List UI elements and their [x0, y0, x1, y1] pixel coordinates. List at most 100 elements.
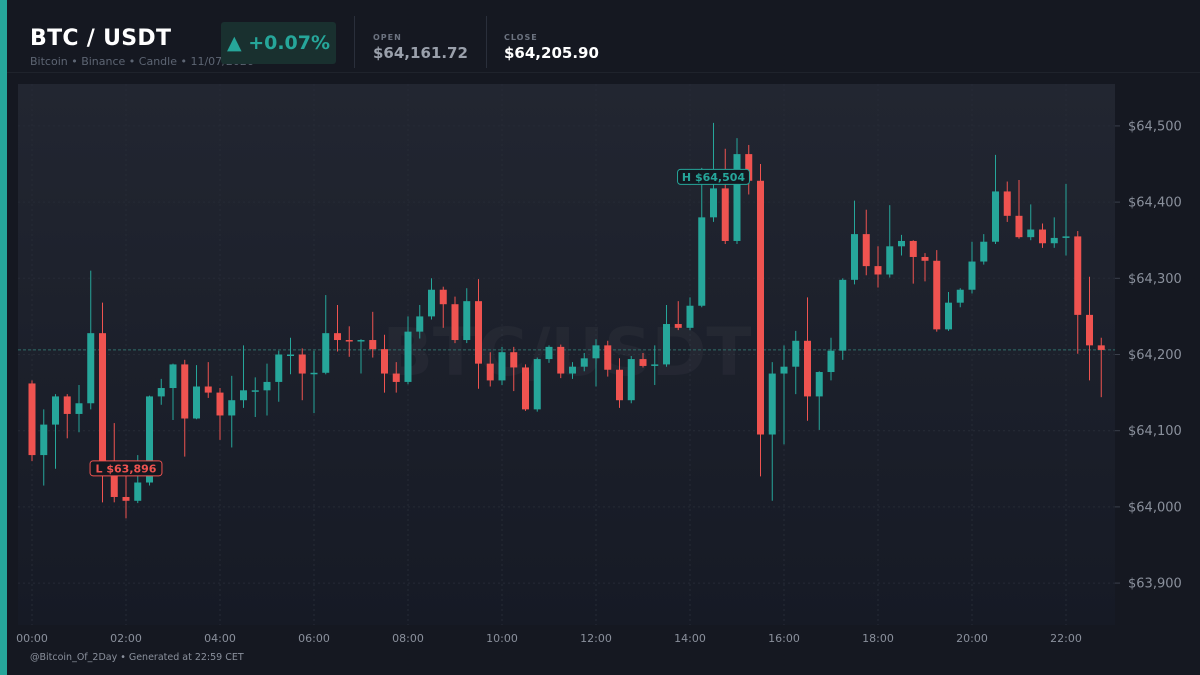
candle-body	[545, 346, 553, 360]
low-marker: L $63,896	[89, 460, 163, 477]
candle	[75, 384, 83, 433]
candle	[780, 345, 788, 445]
candle	[381, 334, 388, 393]
x-tick-label: 20:00	[956, 632, 988, 645]
candle-body	[251, 390, 259, 392]
y-tick-label: $63,900	[1128, 577, 1182, 592]
candle	[263, 363, 271, 416]
low-marker-text: L $63,896	[96, 462, 157, 475]
candle-body	[1074, 236, 1082, 315]
candle	[240, 345, 247, 408]
candle-body	[768, 373, 776, 435]
candle	[181, 359, 189, 457]
candle-body	[193, 386, 200, 419]
candle-body	[204, 386, 212, 393]
candle	[463, 288, 471, 344]
candle-body	[381, 349, 388, 374]
candle	[651, 345, 659, 385]
x-tick-label: 14:00	[674, 632, 706, 645]
candle	[862, 209, 870, 276]
y-tick-label: $64,100	[1128, 424, 1182, 439]
candle	[287, 337, 294, 375]
candle	[886, 205, 894, 278]
candle-body	[698, 217, 706, 306]
candle	[533, 357, 541, 412]
candle-body	[322, 333, 330, 373]
candle	[87, 270, 95, 410]
candle	[792, 330, 800, 395]
candle-body	[157, 388, 165, 397]
candle-body	[909, 240, 917, 257]
candle	[757, 164, 764, 477]
candle-body	[874, 266, 882, 275]
candle-body	[862, 234, 870, 267]
candle	[686, 297, 694, 331]
candle	[616, 358, 623, 408]
candle	[451, 296, 459, 344]
y-tick-label: $64,500	[1128, 119, 1182, 134]
candle	[369, 311, 377, 358]
candle	[169, 363, 177, 421]
candle-body	[110, 461, 118, 497]
candle	[486, 352, 494, 387]
candle	[1039, 223, 1046, 248]
candle-body	[1015, 215, 1023, 238]
candle-body	[745, 154, 753, 181]
candle-body	[580, 358, 588, 367]
candle	[1086, 276, 1093, 381]
high-marker-box	[677, 168, 750, 185]
header-divider	[486, 16, 487, 68]
candle	[52, 394, 59, 469]
candle	[404, 316, 412, 385]
candle	[251, 377, 259, 417]
candle	[157, 378, 165, 405]
candle-body	[592, 345, 600, 359]
header-rule	[7, 72, 1200, 73]
candle-body	[404, 331, 412, 382]
candle-body	[1086, 314, 1093, 346]
candle-body	[463, 301, 471, 341]
candle	[334, 304, 341, 352]
candle-body	[287, 354, 294, 356]
candle	[275, 350, 283, 402]
candle	[428, 278, 435, 320]
candle	[827, 337, 835, 381]
candle	[122, 468, 130, 519]
candle	[557, 344, 565, 379]
x-axis: 00:00 02:00 04:00 06:00 08:00 10:00 12:00 14:00…	[16, 632, 1082, 645]
candle-body	[968, 261, 976, 290]
y-tick-label: $64,000	[1128, 500, 1182, 515]
close-label: CLOSE	[504, 33, 538, 42]
x-tick-label: 22:00	[1050, 632, 1082, 645]
candle-body	[28, 383, 36, 456]
candle-body	[804, 340, 811, 397]
candle-body	[827, 350, 835, 373]
candle	[357, 339, 365, 374]
candle	[392, 362, 400, 393]
candle-body	[616, 369, 623, 401]
candle-body	[757, 180, 764, 435]
candle-body	[557, 346, 565, 374]
candle-body	[451, 304, 459, 341]
candle	[1050, 217, 1058, 248]
candle-body	[1003, 191, 1011, 216]
candle-body	[651, 364, 659, 366]
candle-body	[921, 256, 929, 261]
candle-body	[686, 305, 694, 328]
candle	[1003, 181, 1011, 222]
y-tick-label: $64,300	[1128, 272, 1182, 287]
candle-body	[240, 390, 247, 401]
candle	[498, 346, 506, 385]
candle-body	[169, 364, 177, 389]
candle-body	[1050, 237, 1058, 244]
y-axis: $63,900 $64,000 $64,100 $64,200 $64,300 $64,4…	[1115, 119, 1182, 592]
candle-body	[87, 333, 95, 404]
candle	[580, 352, 588, 372]
candle	[439, 286, 447, 328]
candle-body	[980, 241, 988, 262]
candle	[663, 304, 670, 367]
candle	[228, 375, 236, 448]
candle	[475, 279, 482, 389]
x-tick-label: 06:00	[298, 632, 330, 645]
